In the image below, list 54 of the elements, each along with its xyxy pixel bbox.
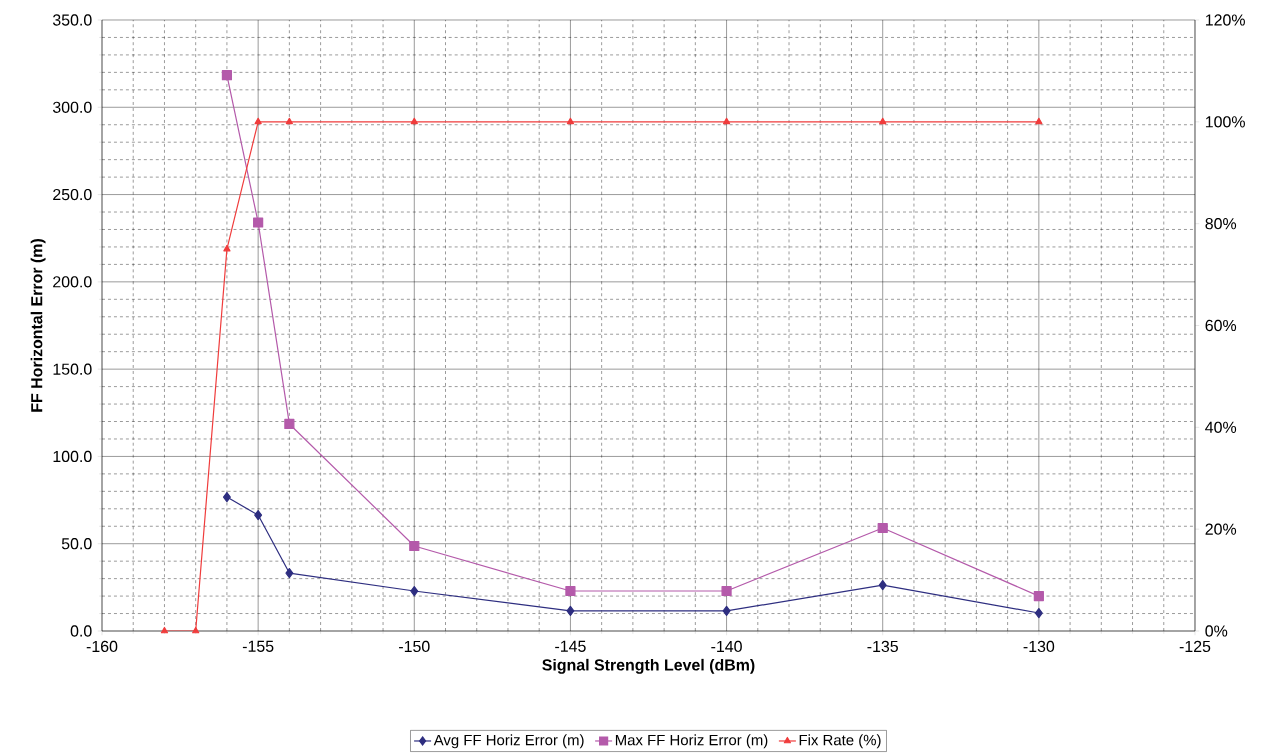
point [221, 70, 233, 81]
y-tick-label: 100.0 [53, 450, 92, 463]
point [285, 117, 293, 125]
point [253, 217, 264, 228]
point [410, 117, 418, 125]
x-tick-label: -150 [399, 640, 430, 653]
point [285, 567, 294, 579]
point [254, 509, 263, 521]
point [877, 522, 888, 534]
legend-label: Avg FF Horiz Error (m) [433, 734, 584, 749]
point [1033, 590, 1044, 602]
point [565, 585, 576, 597]
point [1034, 607, 1043, 619]
x-tick-label: -145 [555, 640, 586, 652]
point [566, 605, 575, 617]
point [410, 585, 419, 597]
legend-label: Max FF Horiz Error (m) [615, 734, 768, 749]
point [879, 117, 887, 125]
y-tick-label: 150.0 [53, 363, 92, 375]
y2-tick-label: 20% [1205, 523, 1237, 535]
y-tick-label: 0.0 [70, 625, 92, 637]
y2-tick-label: 80% [1205, 218, 1237, 230]
point [254, 117, 262, 125]
y2-tick-label: 120% [1205, 14, 1245, 26]
point [721, 585, 732, 597]
x-tick-label: -125 [1179, 640, 1211, 653]
y2-tick-label: 100% [1205, 116, 1245, 128]
point [878, 579, 887, 591]
point [284, 418, 295, 430]
y-tick-label: 300.0 [52, 101, 92, 113]
point [722, 605, 731, 617]
y2-tick-label: 0% [1205, 625, 1228, 637]
y-tick-label: 350.0 [52, 14, 92, 26]
y2-tick-label: 40% [1205, 421, 1237, 433]
point [222, 492, 231, 503]
x-tick-label: -135 [867, 640, 898, 653]
point [1035, 117, 1043, 125]
y2-tick-label: 60% [1205, 319, 1237, 332]
y-tick-label: 200.0 [53, 276, 92, 288]
y-axis-title: FF Horizontal Error (m) [30, 239, 46, 412]
point [566, 117, 575, 125]
y-tick-label: 250.0 [53, 188, 92, 201]
x-tick-label: -130 [1023, 640, 1055, 653]
point [192, 626, 200, 634]
point [722, 117, 731, 125]
point [409, 540, 420, 552]
x-tick-label: -155 [242, 640, 274, 652]
x-axis-title: Signal Strength Level (dBm) [542, 658, 755, 674]
point [160, 626, 169, 634]
legend-label: Fix Rate (%) [799, 734, 881, 749]
point [223, 245, 231, 252]
x-tick-label: -160 [86, 640, 118, 653]
y-tick-label: 50.0 [61, 538, 92, 550]
x-tick-label: -140 [711, 640, 742, 653]
